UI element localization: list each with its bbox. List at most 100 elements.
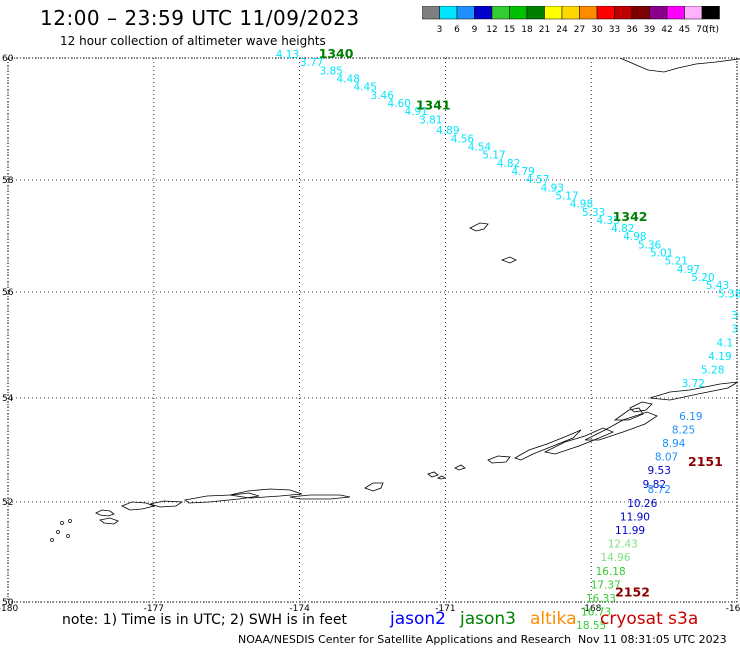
swh-reading: 4.57 (526, 174, 549, 186)
coastline (95, 509, 115, 517)
coastline (436, 475, 446, 480)
swh-reading: 5.01 (650, 248, 673, 260)
swh-reading: 4.35 (597, 215, 620, 227)
swh-reading: 5.33 (582, 207, 605, 219)
swh-reading: 11.90 (620, 511, 650, 523)
swh-reading: 16.18 (596, 566, 626, 578)
coastline (99, 517, 119, 525)
swh-reading: 12.43 (608, 539, 638, 551)
colorbar-label: 21 (539, 25, 550, 35)
lat-tick-label: 60 (2, 54, 14, 64)
swh-reading: 4.19 (708, 351, 731, 363)
swh-reading: 5.36 (638, 239, 662, 251)
colorbar-swatch (509, 6, 528, 20)
colorbar-swatch (544, 6, 563, 20)
coastline (121, 501, 156, 511)
satellite-legend-cryosat-s3a: cryosat s3a (600, 609, 699, 629)
swh-reading: 5.17 (482, 150, 505, 162)
coastline (619, 57, 740, 73)
swh-reading: 4.97 (677, 264, 700, 276)
track-label: 2152 (615, 585, 650, 600)
island (60, 521, 64, 525)
swh-reading: 5.38 (718, 288, 740, 300)
swh-reading: 4.82 (611, 223, 634, 235)
swh-reading: 5.43 (706, 280, 729, 292)
swh-reading: 3 (731, 324, 738, 336)
swh-reading: 6.19 (679, 411, 702, 423)
coastline (613, 407, 644, 421)
coastline (149, 500, 184, 508)
swh-reading: 3.81 (419, 114, 442, 126)
colorbar-label: 33 (609, 25, 620, 35)
map-frame (7, 57, 738, 603)
swh-reading: 11.99 (615, 525, 645, 537)
chart-title: 12:00 – 23:59 UTC 11/09/2023 (40, 6, 360, 30)
swh-reading: 14.96 (600, 552, 630, 564)
coastline (229, 488, 303, 499)
coastline (487, 455, 511, 464)
swh-reading: 8.94 (662, 438, 686, 450)
swh-reading: 17.37 (591, 579, 621, 591)
colorbar-label: 45 (679, 25, 690, 35)
swh-reading: 5.28 (701, 365, 724, 377)
generation-timestamp: Nov 11 08:31:05 UTC 2023 (578, 633, 727, 646)
satellite-legend-altika: altika (530, 609, 577, 629)
colorbar-legend: 3 6 9 12 15 18 21 24 27 30 33 36 39 42 45 70(ft) (422, 6, 720, 35)
coastline (184, 492, 260, 504)
coastline (469, 222, 489, 232)
colorbar-swatch (491, 6, 510, 20)
lon-tick-label: -180 (0, 604, 18, 614)
swh-reading: 4.13 (276, 49, 299, 61)
colorbar-swatch (526, 6, 545, 20)
colorbar-swatch (474, 6, 493, 20)
island (56, 530, 60, 534)
swh-reading: 3 (731, 310, 738, 322)
swh-reading: 4.56 (451, 133, 475, 145)
colorbar-label: 42 (661, 25, 672, 35)
coastline (364, 482, 384, 492)
island (66, 534, 70, 538)
swh-reading: 8.25 (672, 424, 695, 436)
colorbar-swatch (561, 6, 580, 20)
chart-subtitle: 12 hour collection of altimeter wave hei… (60, 34, 326, 48)
coastline (584, 411, 658, 441)
coastline (454, 464, 466, 471)
colorbar-label: 27 (574, 25, 585, 35)
lon-tick-label: -16 (726, 604, 740, 614)
lat-tick-label: 54 (2, 394, 14, 404)
colorbar-label: 6 (454, 25, 460, 35)
colorbar-label: 12 (486, 25, 497, 35)
swh-reading: 4.45 (354, 82, 377, 94)
swh-reading: 5.21 (665, 256, 688, 268)
track-label: 1341 (416, 98, 451, 113)
swh-reading: 4.98 (570, 199, 593, 211)
colorbar-swatch (596, 6, 615, 20)
colorbar-label: 9 (472, 25, 478, 35)
track-label: 1342 (613, 209, 648, 224)
colorbar-swatch (456, 6, 475, 20)
swh-reading: 3.77 (300, 57, 323, 69)
track-label: 1340 (319, 46, 354, 61)
swh-reading: 4.1 (716, 337, 733, 349)
swh-reading: 4.89 (436, 125, 459, 137)
lon-tick-label: -168 (581, 604, 602, 614)
swh-reading: 4.93 (541, 182, 564, 194)
footer-note: note: 1) Time is in UTC; 2) SWH is in fe… (62, 612, 348, 628)
credit-line: NOAA/NESDIS Center for Satellite Applica… (238, 633, 572, 646)
swh-reading: 4.48 (337, 73, 360, 85)
satellite-legend-jason2: jason2 (390, 609, 446, 629)
colorbar-swatch (439, 6, 458, 20)
track-label: 2151 (688, 454, 723, 469)
island (50, 538, 54, 542)
colorbar-label: 18 (521, 25, 533, 35)
colorbar-swatch (649, 6, 668, 20)
lat-tick-label: 56 (2, 288, 14, 298)
coastline (289, 494, 351, 500)
swh-reading: 4.98 (623, 231, 646, 243)
lat-tick-label: 52 (2, 498, 13, 508)
colorbar-label: 36 (626, 25, 638, 35)
swh-reading: 5.20 (691, 272, 714, 284)
swh-reading: 8.72 (648, 484, 671, 496)
colorbar-label: 30 (591, 25, 603, 35)
